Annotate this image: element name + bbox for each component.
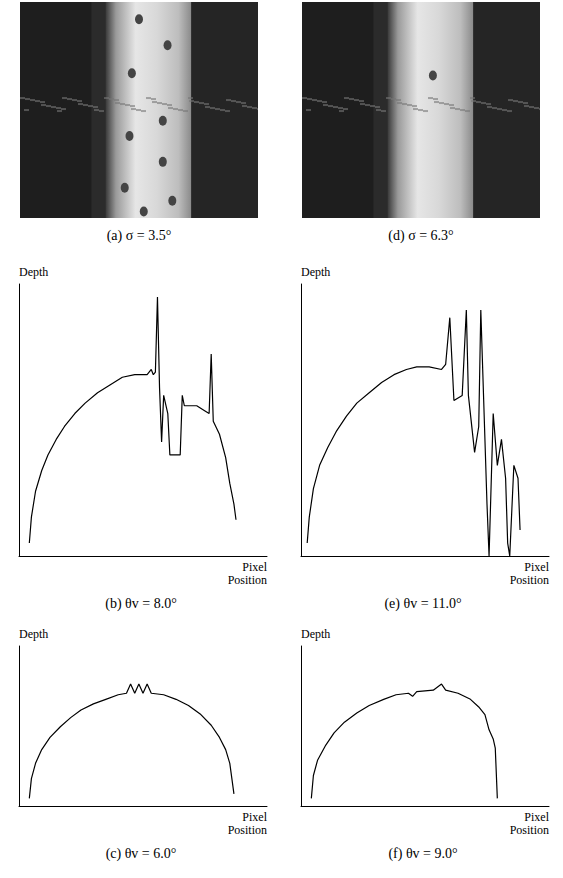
svg-text:Position: Position [228, 823, 267, 837]
svg-text:Depth: Depth [19, 627, 48, 641]
html-text:(e) θv = 11.0°: (e) θv = 11.0° [384, 596, 462, 611]
svg-text:Depth: Depth [301, 265, 330, 279]
html-text:(a) σ = 3.5°: (a) σ = 3.5° [106, 228, 172, 243]
svg-text:Depth: Depth [19, 265, 48, 279]
html-text:(d) σ = 6.3°: (d) σ = 6.3° [388, 228, 454, 243]
svg-text:Pixel: Pixel [242, 810, 267, 824]
svg-text:Depth: Depth [301, 627, 330, 641]
svg-text:Position: Position [228, 573, 267, 587]
svg-text:Position: Position [510, 823, 549, 837]
html-text:(c) θv = 6.0°: (c) θv = 6.0° [105, 846, 177, 861]
html-text:(f) θv = 9.0°: (f) θv = 9.0° [388, 846, 458, 861]
svg-text:Pixel: Pixel [242, 560, 267, 574]
html-text:(b) θv = 8.0°: (b) θv = 8.0° [105, 596, 177, 611]
svg-text:Pixel: Pixel [524, 810, 549, 824]
svg-text:Pixel: Pixel [524, 560, 549, 574]
svg-text:Position: Position [510, 573, 549, 587]
